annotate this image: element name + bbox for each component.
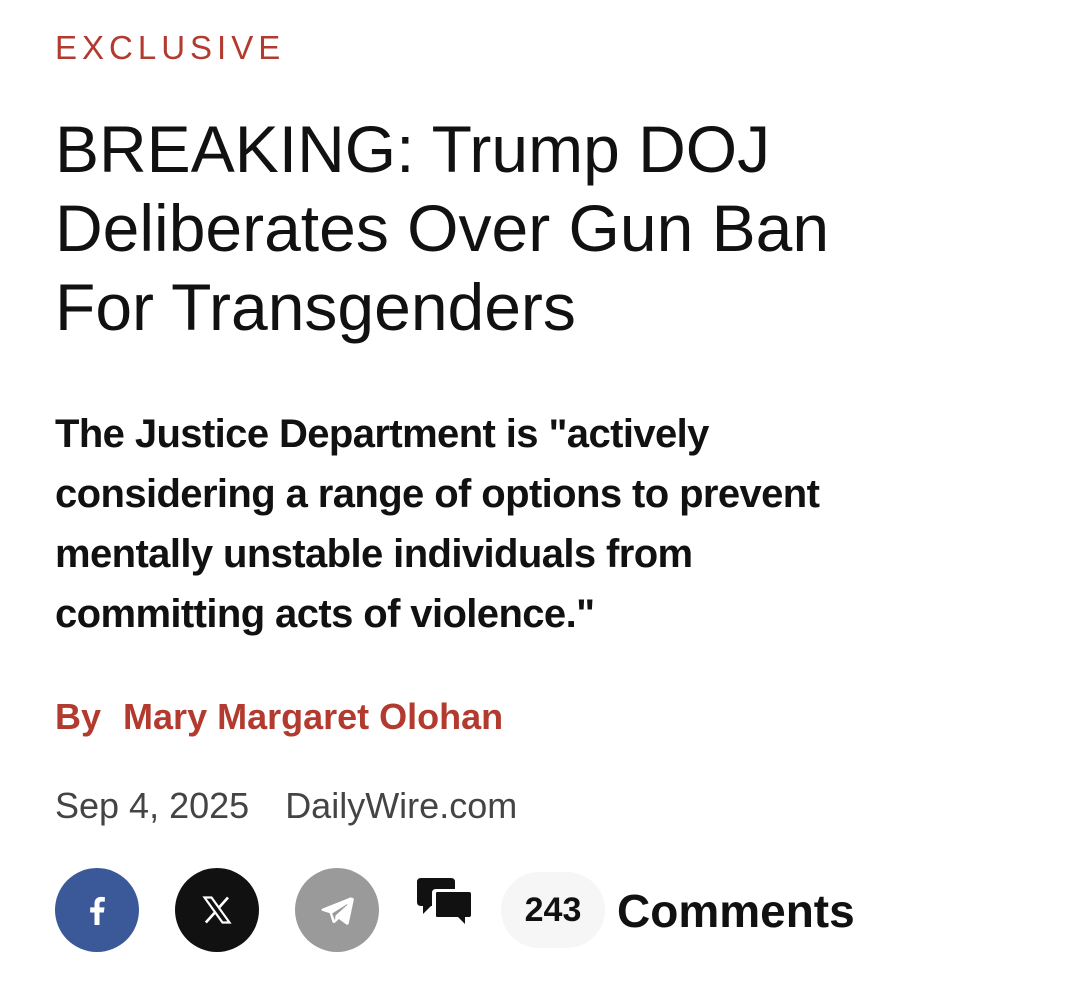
subheadline-line: considering a range of options to preven… — [55, 472, 820, 516]
article-meta: Sep 4, 2025 DailyWire.com — [55, 783, 517, 829]
byline: By Mary Margaret Olohan — [55, 694, 503, 740]
share-bar: 243 Comments — [55, 868, 1045, 952]
publish-date: Sep 4, 2025 — [55, 785, 250, 826]
comments-link[interactable]: Comments — [617, 885, 855, 937]
article-headline: BREAKING: Trump DOJ Deliberates Over Gun… — [55, 110, 1035, 347]
exclusive-label: EXCLUSIVE — [55, 29, 286, 66]
source-name: DailyWire.com — [285, 785, 518, 826]
headline-line: Deliberates Over Gun Ban — [55, 191, 830, 265]
share-facebook-button[interactable] — [55, 868, 139, 952]
facebook-icon — [90, 896, 105, 925]
share-telegram-button[interactable] — [295, 868, 379, 952]
comment-bubbles-icon[interactable] — [413, 876, 479, 942]
subheadline-line: mentally unstable individuals from — [55, 532, 693, 576]
subheadline-line: The Justice Department is "actively — [55, 412, 709, 456]
x-icon — [202, 896, 232, 924]
article-subheadline: The Justice Department is "actively cons… — [55, 404, 1045, 644]
headline-line: For Transgenders — [55, 270, 576, 344]
headline-line: BREAKING: Trump DOJ — [55, 112, 771, 186]
telegram-icon — [321, 897, 354, 925]
article-header: EXCLUSIVE BREAKING: Trump DOJ Deliberate… — [55, 0, 1045, 982]
comment-count-badge[interactable]: 243 — [501, 872, 605, 948]
share-x-button[interactable] — [175, 868, 259, 952]
byline-prefix: By — [55, 696, 102, 737]
author-link[interactable]: Mary Margaret Olohan — [123, 696, 504, 737]
subheadline-line: committing acts of violence." — [55, 592, 595, 636]
